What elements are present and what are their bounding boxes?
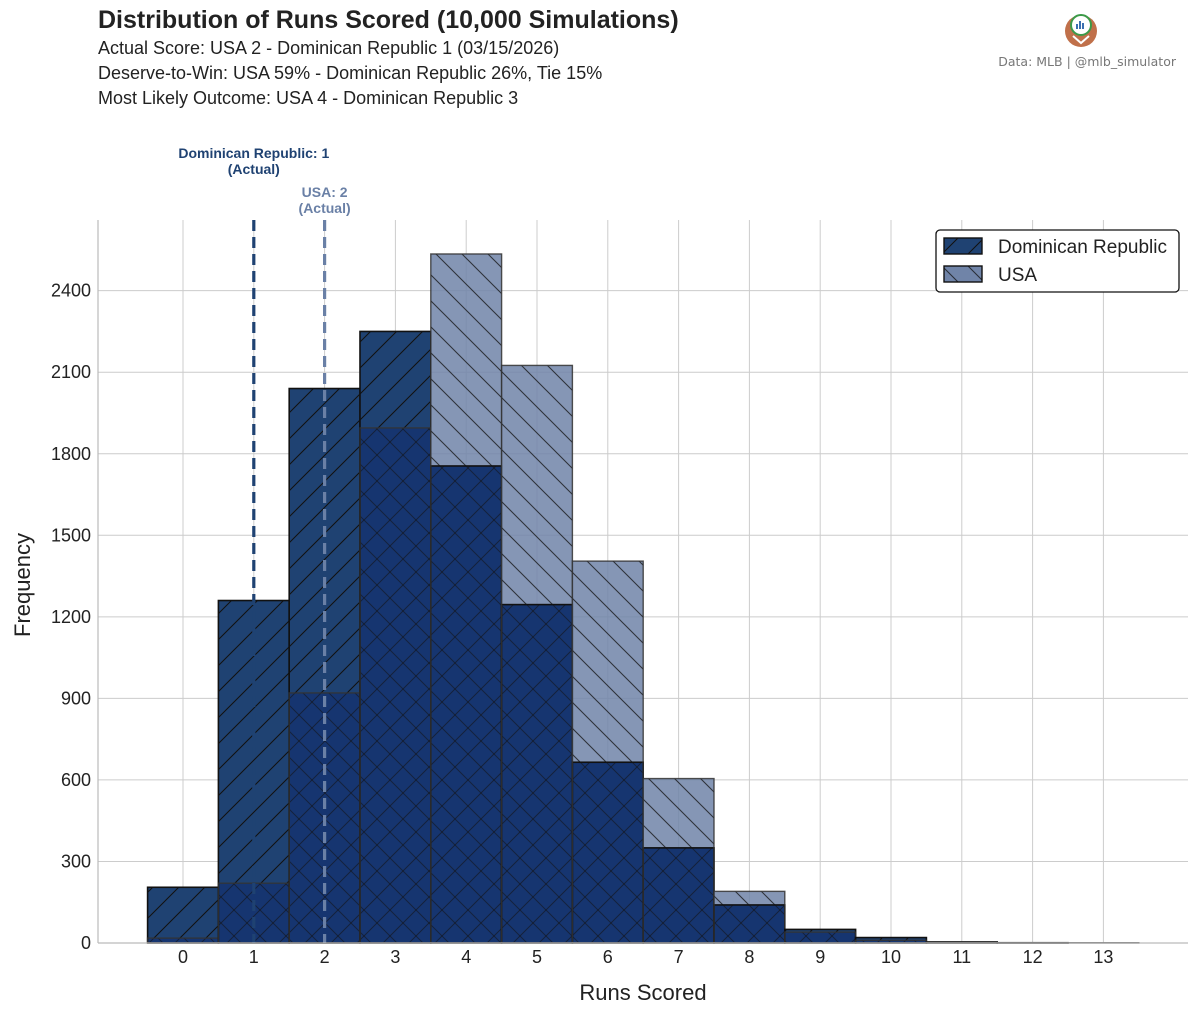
y-tick-label: 300	[61, 851, 91, 871]
legend-swatch-outline	[943, 237, 983, 255]
x-tick-label: 8	[744, 947, 754, 967]
legend-box	[935, 229, 1180, 293]
y-tick-label: 1500	[51, 525, 91, 545]
legend-label: Dominican Republic	[998, 237, 1167, 258]
bar-overlap-hatch	[430, 465, 502, 943]
deserve-to-win-subtitle: Deserve-to-Win: USA 59% - Dominican Repu…	[98, 63, 603, 83]
chart-title: Distribution of Runs Scored (10,000 Simu…	[98, 6, 679, 34]
y-tick-label: 0	[81, 933, 91, 953]
bars	[146, 253, 1140, 944]
bar-overlap-hatch	[360, 427, 431, 944]
bar-overlap-hatch	[784, 932, 856, 943]
legend-label: USA	[998, 265, 1037, 286]
actual-label-dominican-republic: Dominican Republic: 1	[178, 145, 329, 161]
y-tick-label: 1200	[51, 607, 91, 627]
actual-label-usa: USA: 2	[302, 184, 348, 200]
data-credit: Data: MLB | @mlb_simulator	[998, 54, 1176, 69]
x-tick-label: 9	[815, 947, 825, 967]
bar-overlap-hatch	[501, 604, 573, 943]
y-tick-label: 600	[61, 770, 91, 790]
y-tick-label: 2100	[51, 362, 91, 382]
actual-score-lines: Dominican Republic: 1(Actual)USA: 2(Actu…	[178, 145, 351, 943]
bar-overlap-hatch	[643, 847, 714, 943]
bar-hatch-dominican-republic	[147, 887, 219, 943]
x-tick-label: 10	[881, 947, 901, 967]
x-tick-label: 1	[249, 947, 259, 967]
bar-overlap-hatch	[714, 904, 785, 943]
x-tick-label: 13	[1093, 947, 1113, 967]
legend-swatch-outline	[943, 265, 983, 283]
actual-score-subtitle: Actual Score: USA 2 - Dominican Republic…	[98, 38, 560, 58]
x-axis-title: Runs Scored	[579, 980, 706, 1005]
x-tick-label: 4	[461, 947, 471, 967]
x-tick-label: 7	[674, 947, 684, 967]
actual-label-dominican-republic: (Actual)	[228, 161, 280, 177]
x-tick-label: 0	[178, 947, 188, 967]
most-likely-outcome-subtitle: Most Likely Outcome: USA 4 - Dominican R…	[98, 88, 519, 108]
brand-logo-icon	[1065, 14, 1097, 47]
bar-overlap-hatch	[572, 762, 644, 943]
bar-overlap-hatch	[855, 940, 927, 943]
actual-label-usa: (Actual)	[299, 200, 351, 216]
y-tick-label: 1800	[51, 444, 91, 464]
x-tick-label: 2	[320, 947, 330, 967]
x-tick-label: 6	[603, 947, 613, 967]
y-tick-label: 2400	[51, 281, 91, 301]
legend: Dominican Republic USA	[935, 229, 1180, 293]
x-tick-label: 3	[390, 947, 400, 967]
y-tick-label: 900	[61, 688, 91, 708]
x-tick-label: 11	[952, 947, 971, 967]
bar-overlap-hatch	[147, 938, 219, 943]
x-tick-label: 12	[1023, 947, 1043, 967]
x-tick-label: 5	[532, 947, 542, 967]
y-axis-title: Frequency	[10, 533, 35, 637]
